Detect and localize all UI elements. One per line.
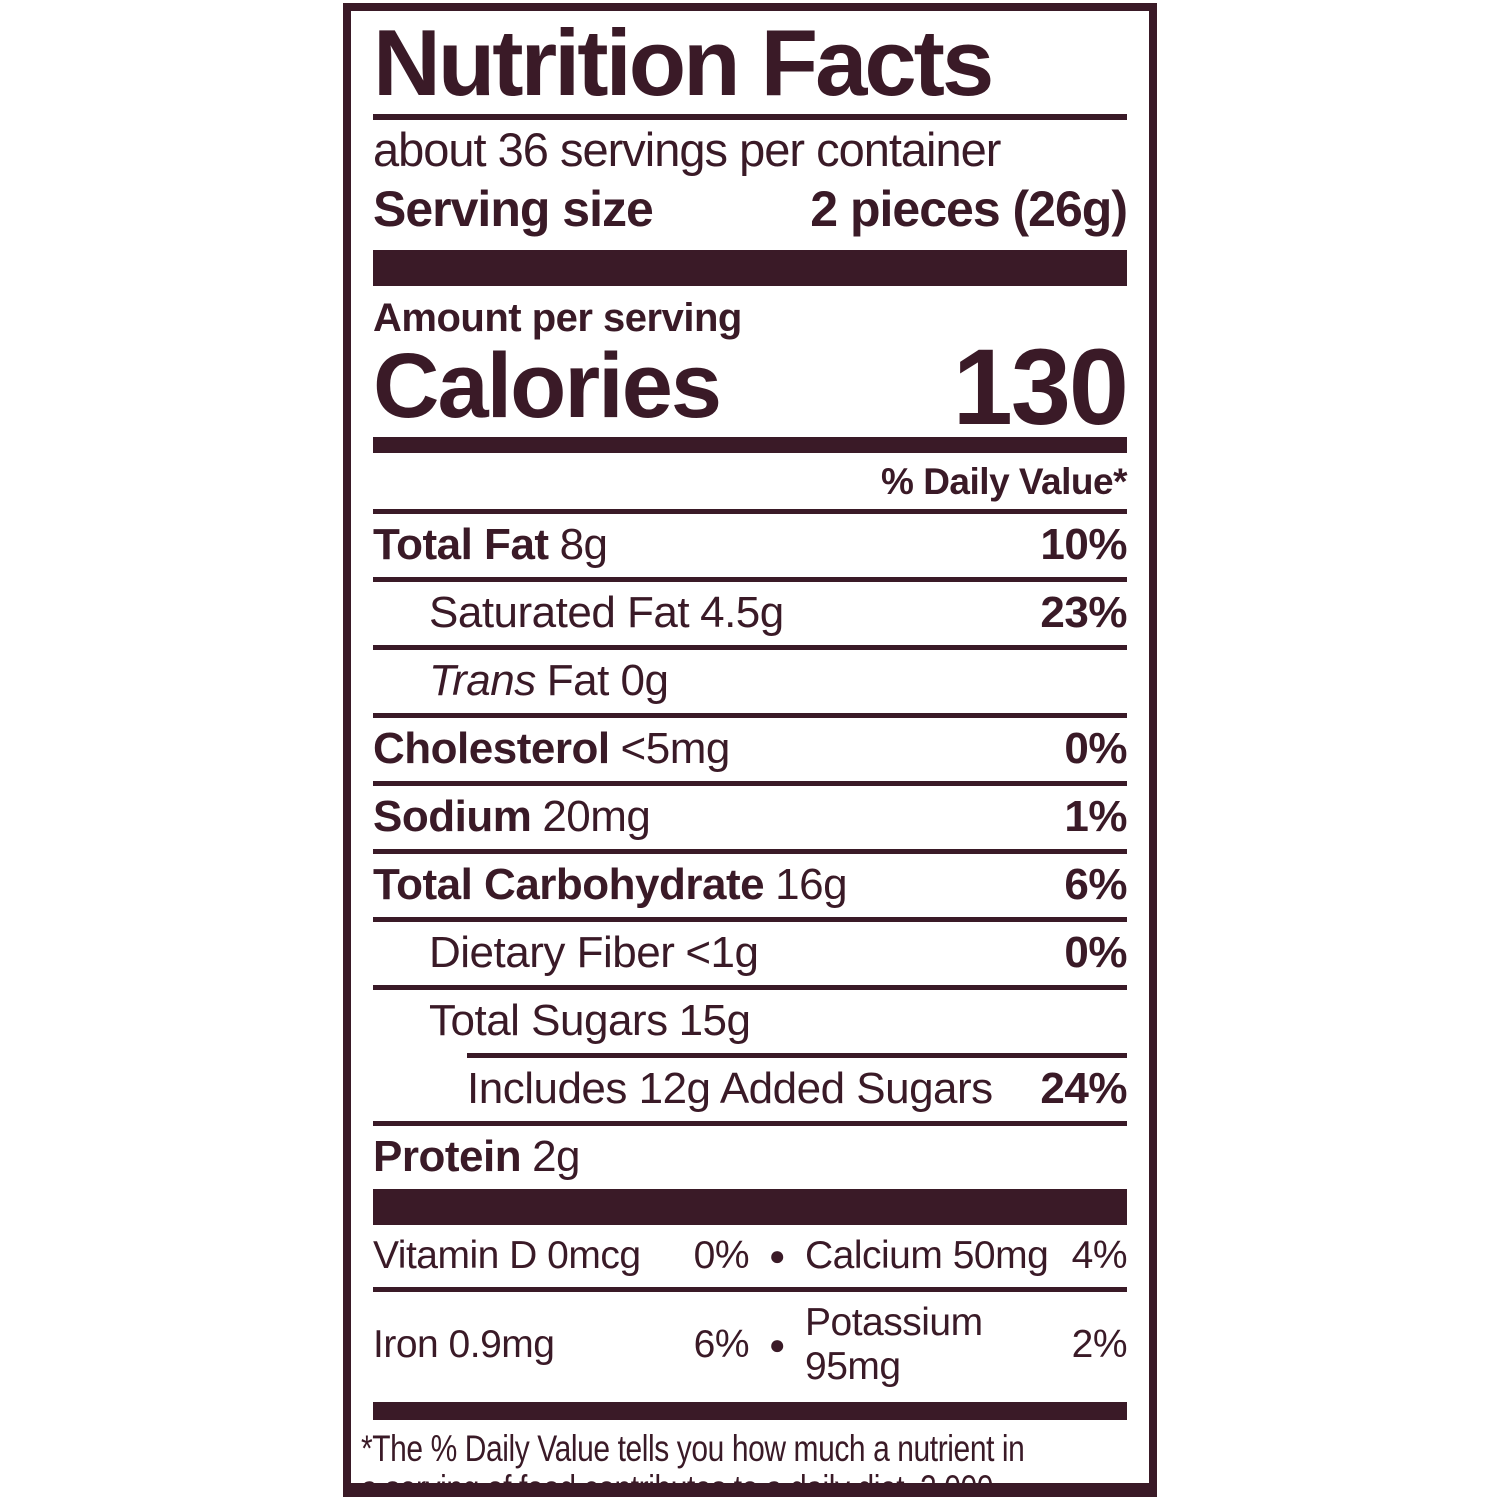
nutrient-text: Protein 2g bbox=[373, 1132, 581, 1182]
nutrient-row-total-fat: Total Fat 8g 10% bbox=[373, 514, 1127, 582]
nutrient-amount: 20mg bbox=[542, 792, 651, 841]
nutrient-text: Total Carbohydrate 16g bbox=[373, 860, 848, 910]
vitamin-row-1: Vitamin D 0mcg 0% ● Calcium 50mg 4% bbox=[373, 1225, 1128, 1292]
nutrient-text: Sodium 20mg bbox=[373, 792, 651, 842]
nutrient-text: Total Sugars 15g bbox=[373, 996, 751, 1046]
nutrient-name: Includes 12g Added Sugars bbox=[467, 1064, 993, 1113]
nutrient-dv: 1% bbox=[1064, 792, 1127, 841]
nutrient-row-total-sugars: Total Sugars 15g bbox=[373, 990, 1127, 1053]
nutrient-row-saturated-fat: Saturated Fat 4.5g 23% bbox=[373, 582, 1127, 650]
vitamin-right-dv: 4% bbox=[1071, 1234, 1128, 1277]
nutrient-amount: 16g bbox=[775, 860, 848, 909]
nutrient-dv: 23% bbox=[1040, 588, 1127, 637]
title-divider bbox=[373, 114, 1127, 120]
serving-size-row: Serving size 2 pieces (26g) bbox=[373, 181, 1128, 237]
vitamin-right-name: Calcium 50mg bbox=[805, 1234, 1049, 1277]
bullet-separator-icon: ● bbox=[768, 1329, 786, 1360]
nutrition-facts-label: Nutrition Facts about 36 servings per co… bbox=[343, 3, 1157, 1497]
nutrient-name: Saturated Fat bbox=[429, 588, 690, 637]
serving-size-label: Serving size bbox=[373, 181, 654, 237]
nutrient-amount: 8g bbox=[559, 520, 608, 569]
vitamin-row-2: Iron 0.9mg 6% ● Potassium 95mg 2% bbox=[373, 1292, 1128, 1398]
nutrient-row-protein: Protein 2g bbox=[373, 1126, 1127, 1189]
nutrient-amount: <5mg bbox=[620, 724, 731, 773]
footnote-line-1: *The % Daily Value tells you how much a … bbox=[361, 1428, 1025, 1469]
serving-size-value: 2 pieces (26g) bbox=[810, 181, 1128, 237]
vitamin-left-dv: 6% bbox=[693, 1323, 750, 1366]
nutrient-dv: 6% bbox=[1064, 860, 1127, 909]
nutrient-amount: 2g bbox=[532, 1132, 581, 1181]
nutrient-dv: 0% bbox=[1064, 928, 1127, 977]
nutrient-amount: 4.5g bbox=[700, 588, 784, 637]
nutrient-text: Cholesterol <5mg bbox=[373, 724, 730, 774]
servings-per-container: about 36 servings per container bbox=[373, 123, 1001, 176]
calories-separator-bar bbox=[373, 437, 1127, 453]
nutrient-name: Total Carbohydrate bbox=[373, 860, 765, 909]
nutrient-row-total-carbohydrate: Total Carbohydrate 16g 6% bbox=[373, 854, 1127, 922]
nutrient-name: Protein bbox=[373, 1132, 522, 1181]
vitamin-right-dv: 2% bbox=[1071, 1323, 1128, 1366]
nutrient-dv: 24% bbox=[1040, 1064, 1127, 1113]
nutrient-name: Trans bbox=[429, 656, 536, 705]
nutrient-amount: <1g bbox=[685, 928, 759, 977]
vitamin-right-name: Potassium 95mg bbox=[805, 1301, 983, 1388]
vitamin-left-name: Vitamin D 0mcg bbox=[373, 1234, 641, 1277]
nutrient-name: Total Fat bbox=[373, 520, 549, 569]
daily-value-header: % Daily Value* bbox=[373, 453, 1128, 514]
nutrient-row-dietary-fiber: Dietary Fiber <1g 0% bbox=[373, 922, 1127, 990]
nutrient-row-sodium: Sodium 20mg 1% bbox=[373, 786, 1127, 854]
bullet-separator-icon: ● bbox=[768, 1240, 786, 1271]
amount-per-serving: Amount per serving bbox=[373, 296, 742, 340]
nutrient-text: Total Fat 8g bbox=[373, 520, 608, 570]
nutrient-dv: 0% bbox=[1064, 724, 1127, 773]
nutrient-row-trans-fat: Trans Fat 0g bbox=[373, 650, 1127, 718]
footnote-line-2: a serving of food contributes to a daily… bbox=[361, 1468, 994, 1497]
nutrient-name: Dietary Fiber bbox=[429, 928, 675, 977]
vitamin-left-name: Iron 0.9mg bbox=[373, 1323, 555, 1366]
nutrient-row-added-sugars: Includes 12g Added Sugars 24% bbox=[373, 1058, 1127, 1126]
nutrient-amount: Fat 0g bbox=[546, 656, 669, 705]
nutrient-name: Cholesterol bbox=[373, 724, 610, 773]
nutrient-name: Total Sugars bbox=[429, 996, 668, 1045]
label-title: Nutrition Facts bbox=[373, 10, 994, 115]
nutrient-text: Includes 12g Added Sugars bbox=[373, 1064, 993, 1114]
vitamin-left-dv: 0% bbox=[693, 1234, 750, 1277]
nutrient-text: Trans Fat 0g bbox=[373, 656, 669, 706]
nutrient-text: Dietary Fiber <1g bbox=[373, 928, 759, 978]
nutrient-amount: 15g bbox=[678, 996, 751, 1045]
calories-label: Calories bbox=[373, 335, 722, 437]
nutrient-row-cholesterol: Cholesterol <5mg 0% bbox=[373, 718, 1127, 786]
calories-row: Calories 130 bbox=[373, 326, 1129, 447]
separator-bar-protein bbox=[373, 1189, 1127, 1225]
nutrient-text: Saturated Fat 4.5g bbox=[373, 588, 784, 638]
separator-bar-vitamins bbox=[373, 1402, 1127, 1420]
nutrient-dv: 10% bbox=[1040, 520, 1127, 569]
nutrient-name: Sodium bbox=[373, 792, 532, 841]
footnote: *The % Daily Value tells you how much a … bbox=[361, 1428, 1127, 1497]
separator-bar-top bbox=[373, 250, 1127, 286]
added-sugars-partial-rule bbox=[467, 1053, 1127, 1058]
calories-value: 130 bbox=[952, 326, 1129, 447]
